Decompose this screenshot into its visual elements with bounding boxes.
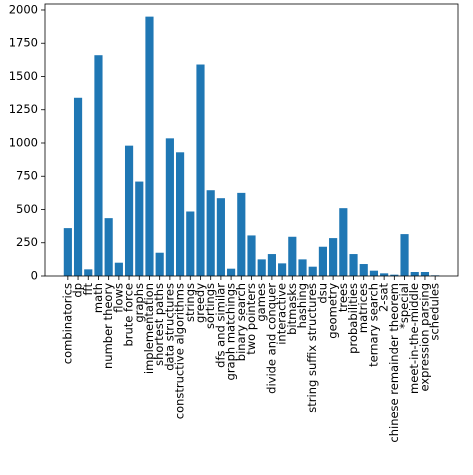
bar: [237, 192, 246, 276]
x-tick-label: fft: [81, 283, 95, 296]
bar: [216, 198, 225, 276]
bar: [186, 211, 195, 276]
bar: [349, 254, 358, 276]
y-tick-label: 0: [31, 269, 38, 283]
x-tick-label: ternary search: [366, 283, 380, 367]
bar: [339, 208, 348, 276]
x-tick-label: strings: [183, 283, 197, 322]
bar: [308, 266, 317, 276]
bar: [247, 235, 256, 276]
bar: [257, 259, 266, 276]
y-tick-label: 250: [16, 235, 38, 249]
x-tick-label: divide and conquer: [264, 283, 278, 394]
x-tick-label: *special: [397, 283, 411, 329]
x-tick-label: dfs and similar: [213, 283, 227, 368]
y-tick-label: 1500: [9, 69, 38, 83]
bar: [63, 228, 72, 276]
bar: [94, 55, 103, 276]
y-tick-label: 2000: [9, 2, 38, 16]
bar: [206, 190, 215, 276]
bar: [176, 152, 185, 276]
x-tick-label: expression parsing: [417, 283, 431, 392]
bar: [196, 64, 205, 276]
bar: [73, 97, 83, 276]
bar: [267, 254, 276, 276]
x-tick-label: matrices: [356, 283, 370, 333]
x-tick-label: interactive: [275, 283, 289, 345]
x-tick-label: math: [91, 283, 105, 313]
x-tick-label: shortest paths: [152, 283, 166, 366]
x-tick-label: probabilities: [346, 283, 360, 354]
bar: [380, 273, 389, 276]
x-tick-label: constructive algorithms: [173, 283, 187, 419]
bar: [135, 181, 144, 276]
y-tick-label: 750: [16, 169, 38, 183]
x-tick-label: greedy: [193, 283, 207, 323]
x-tick-label: graphs: [132, 283, 146, 323]
x-tick-label: graph matchings: [224, 283, 238, 380]
x-tick-label: trees: [336, 283, 350, 312]
bar: [278, 263, 287, 276]
x-tick-label: combinatorics: [60, 283, 74, 364]
x-tick-label: dp: [71, 283, 85, 298]
x-tick-label: geometry: [326, 283, 340, 339]
x-tick-label: number theory: [101, 283, 115, 369]
x-tick-label: string suffix structures: [305, 283, 319, 413]
bar: [410, 272, 419, 276]
y-tick-label: 1750: [9, 36, 38, 50]
y-tick-label: 1250: [9, 102, 38, 116]
x-tick-label: schedules: [428, 283, 442, 341]
x-tick-label: meet-in-the-middle: [407, 283, 421, 394]
bar: [390, 274, 399, 276]
bar: [369, 270, 379, 276]
bar: [420, 272, 430, 276]
x-tick-label: hashing: [295, 283, 309, 328]
bar: [400, 234, 409, 276]
x-tick-label: bitmasks: [285, 283, 299, 335]
bar: [359, 264, 368, 276]
bar: [145, 16, 154, 277]
x-tick-label: brute force: [122, 283, 136, 347]
bar: [165, 138, 174, 276]
x-tick-label: games: [254, 283, 268, 322]
bar: [329, 238, 338, 276]
bar: [318, 246, 327, 276]
x-tick-label: chinese remainder theorem: [387, 283, 401, 443]
x-tick-label: binary search: [234, 283, 248, 361]
bar: [104, 218, 113, 276]
x-tick-label: data structures: [162, 283, 176, 371]
bar: [227, 268, 236, 276]
bar: [288, 236, 297, 276]
bar: [84, 269, 93, 276]
x-tick-label: sortings: [203, 283, 217, 329]
bar: [124, 145, 134, 276]
x-tick-label: flows: [111, 283, 125, 313]
bar: [155, 252, 164, 276]
y-tick-label: 500: [16, 202, 38, 216]
bar: [298, 259, 307, 276]
x-tick-label: 2-sat: [377, 283, 391, 313]
x-tick-label: two pointers: [244, 283, 258, 355]
bar: [114, 262, 123, 276]
plot-frame: [44, 3, 459, 277]
x-tick-label: implementation: [142, 283, 156, 374]
y-tick-label: 1000: [9, 135, 38, 149]
x-tick-label: dsu: [315, 283, 329, 304]
